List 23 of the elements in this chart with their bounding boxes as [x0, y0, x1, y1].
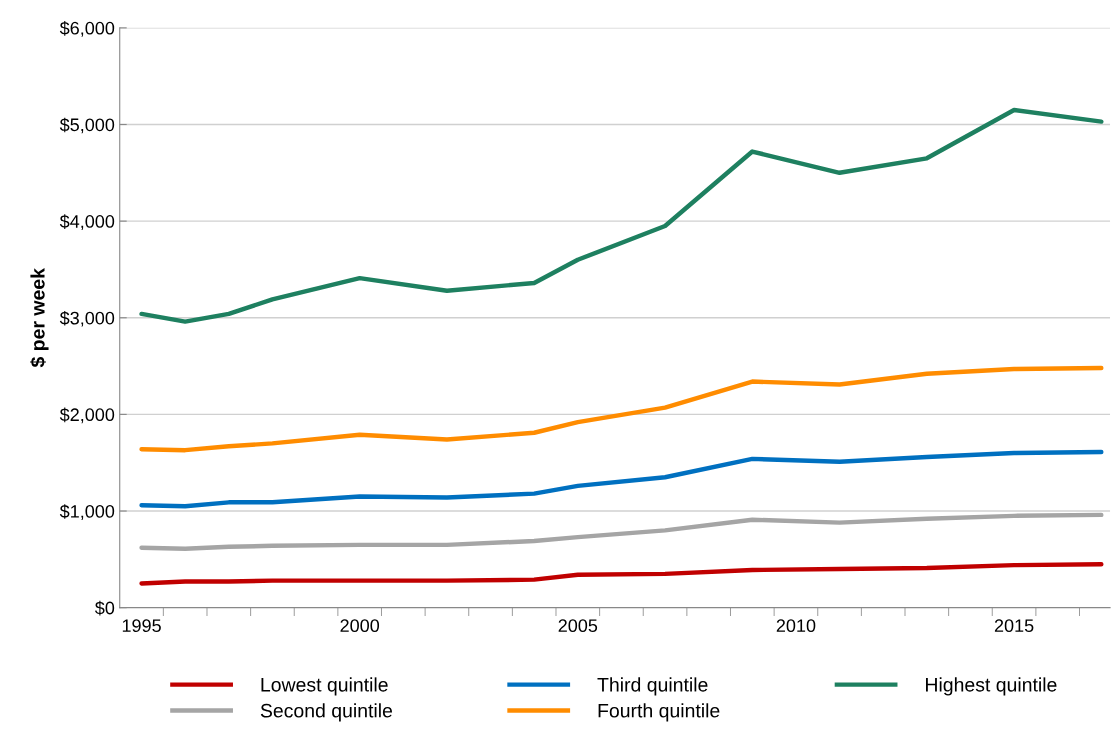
legend-label: Highest quintile: [926, 677, 1057, 696]
y-tick-label: $1,000: [59, 504, 115, 520]
y-tick-label: $0: [94, 600, 115, 616]
line-series: [139, 365, 1104, 453]
y-axis-title: $ per week: [30, 268, 49, 368]
x-tick-label: 2000: [340, 619, 380, 633]
line-series: [139, 561, 1104, 586]
y-tick-label: $5,000: [59, 117, 115, 134]
x-tick-label: 2015: [994, 619, 1034, 633]
y-tick-label: $4,000: [59, 214, 115, 230]
x-tick-label: 1995: [122, 619, 161, 633]
y-tick-label: $2,000: [59, 407, 115, 424]
y-tick-label: $6,000: [59, 21, 115, 37]
legend-label: Fourth quintile: [598, 703, 720, 722]
x-tick-label: 2005: [558, 619, 598, 633]
line-series: [139, 449, 1104, 509]
legend-label: Third quintile: [597, 677, 708, 696]
legend-label: Lowest quintile: [261, 677, 388, 696]
x-tick-label: 2010: [776, 619, 816, 633]
y-tick-label: $3,000: [59, 310, 115, 327]
line-series: [139, 512, 1104, 551]
line-series: [139, 107, 1104, 324]
legend-label: Second quintile: [260, 703, 393, 722]
